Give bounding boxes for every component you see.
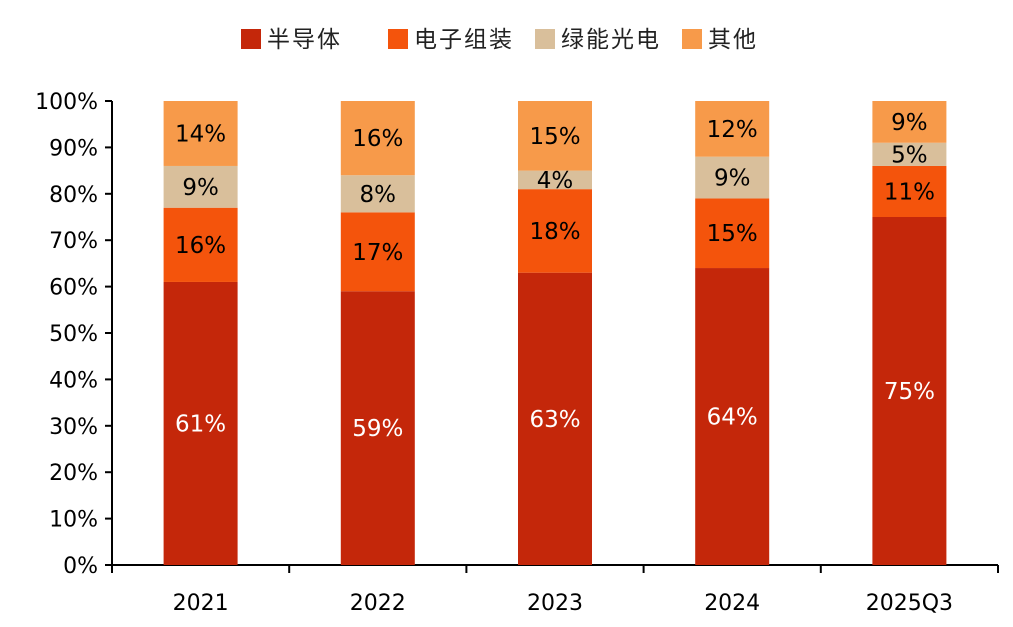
bar-segment <box>340 175 415 213</box>
data-label: 63% <box>529 407 580 433</box>
y-tick-label: 80% <box>49 183 98 208</box>
legend-label: 其他 <box>708 27 758 53</box>
legend-label: 绿能光电 <box>561 27 661 53</box>
bar-segment <box>163 281 238 565</box>
x-axis: 2021 2022 2023 2024 2025Q3 <box>111 564 999 616</box>
legend-swatch <box>682 29 702 49</box>
bar-segment <box>340 212 415 292</box>
y-tick-label: 90% <box>49 136 98 161</box>
data-label: 64% <box>707 405 758 431</box>
data-label: 14% <box>175 121 226 147</box>
data-label: 16% <box>175 233 226 259</box>
bar-segment <box>872 142 947 166</box>
legend-swatch <box>241 29 261 49</box>
data-label: 15% <box>707 221 758 247</box>
y-tick-label: 60% <box>49 276 98 301</box>
bar-segment <box>163 165 238 208</box>
data-label: 11% <box>884 179 935 205</box>
x-tick-label: 2021 <box>173 591 229 616</box>
bar-segment <box>695 198 770 269</box>
legend-label: 电子组装 <box>414 27 514 53</box>
data-label: 61% <box>175 411 226 437</box>
bar-segment <box>695 268 770 565</box>
data-label: 75% <box>884 379 935 405</box>
data-label: 9% <box>891 110 928 136</box>
bars <box>163 101 947 565</box>
data-label: 5% <box>891 142 928 168</box>
data-label: 9% <box>182 175 219 201</box>
bar-segment <box>163 101 238 166</box>
y-tick-label: 20% <box>49 461 98 486</box>
bar-segment <box>518 101 592 171</box>
y-tick-label: 70% <box>49 229 98 254</box>
legend: 半导体 电子组装 绿能光电 其他 <box>241 27 758 53</box>
legend-label: 半导体 <box>267 27 342 53</box>
data-labels: 61% 16% 9% 14% 59% 17% 8% 16% 63% 18% 4% 15% 64% 15% 9… <box>175 110 935 442</box>
legend-swatch <box>535 29 555 49</box>
y-axis: 0% 10% 20% 30% 40% 50% 60% 70% 80% 90% 100% <box>35 90 113 579</box>
x-tick-label: 2023 <box>527 591 583 616</box>
bar-segment <box>518 272 592 565</box>
legend-swatch <box>388 29 408 49</box>
bar-segment <box>340 101 415 176</box>
data-label: 12% <box>707 117 758 143</box>
data-label: 17% <box>352 240 403 266</box>
data-label: 4% <box>537 168 574 194</box>
y-tick-label: 50% <box>49 322 98 347</box>
bar-segment <box>163 207 238 282</box>
data-label: 18% <box>529 219 580 245</box>
x-tick-label: 2022 <box>350 591 406 616</box>
data-label: 9% <box>714 166 751 192</box>
bar-segment <box>695 101 770 157</box>
bar-segment <box>695 156 770 199</box>
bar-segment <box>518 170 592 190</box>
data-label: 8% <box>360 182 397 208</box>
data-label: 59% <box>352 416 403 442</box>
data-label: 16% <box>352 126 403 152</box>
bar-segment <box>872 165 947 217</box>
data-label: 15% <box>529 124 580 150</box>
x-tick-label: 2024 <box>704 591 760 616</box>
y-tick-label: 40% <box>49 368 98 393</box>
y-tick-label: 100% <box>35 90 98 115</box>
y-tick-label: 0% <box>63 554 98 579</box>
bar-segment <box>872 101 947 143</box>
y-tick-label: 10% <box>49 508 98 533</box>
bar-segment <box>872 217 947 565</box>
x-tick-label: 2025Q3 <box>866 591 953 616</box>
bar-segment <box>340 291 415 565</box>
y-tick-label: 30% <box>49 415 98 440</box>
bar-segment <box>518 189 592 273</box>
